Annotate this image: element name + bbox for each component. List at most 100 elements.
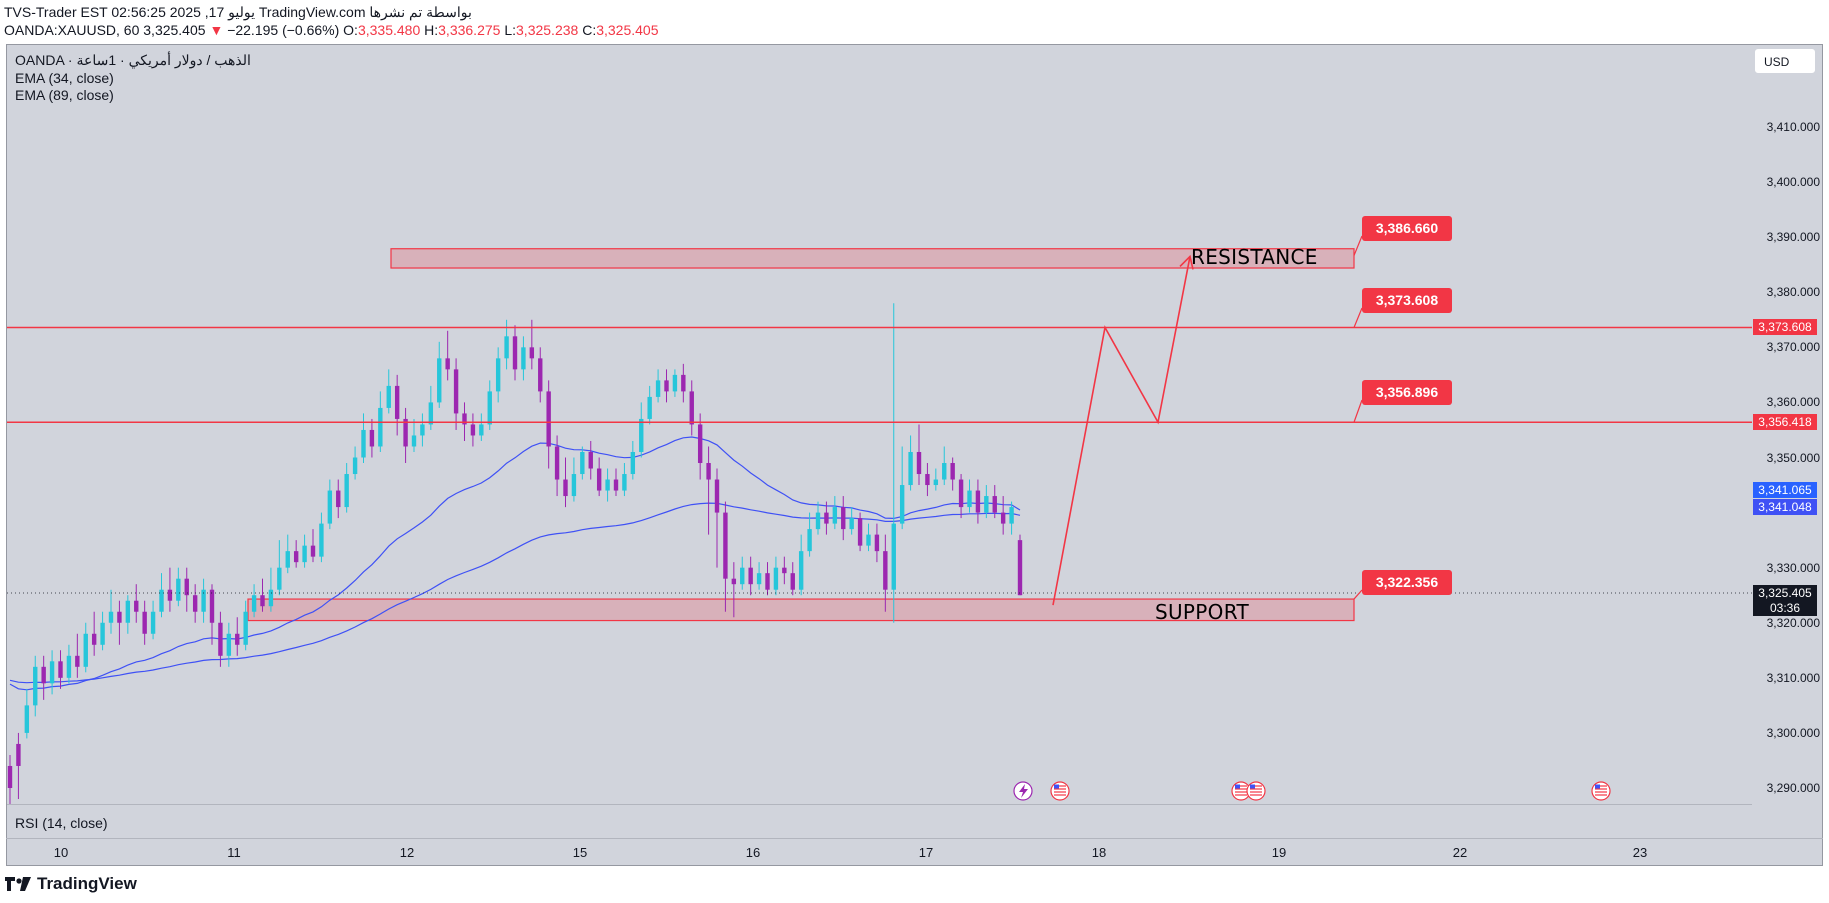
candle (302, 534, 307, 568)
open-label: O: (343, 22, 358, 38)
candle-body (319, 523, 324, 557)
candle-body (41, 666, 46, 684)
price-change: −22.195 (−0.66%) (227, 22, 340, 38)
down-arrow-icon: ▼ (209, 22, 224, 38)
callout-leader (1353, 399, 1363, 423)
candle-body (756, 573, 762, 585)
flag-canton (1054, 784, 1059, 789)
resistance-line-callout[interactable]: 3,373.608 (1362, 288, 1452, 313)
candle (874, 523, 880, 563)
event-circle (1050, 781, 1070, 801)
candle-body (142, 611, 147, 634)
candle-body (521, 347, 526, 370)
candle (209, 584, 215, 645)
projection-path[interactable] (1052, 256, 1191, 606)
candle (992, 485, 997, 519)
rsi-pane[interactable] (7, 804, 1752, 838)
ema-34-line[interactable] (9, 436, 1021, 691)
event-circle (1591, 781, 1611, 801)
currency-button[interactable]: USD (1754, 48, 1816, 74)
candle (218, 611, 223, 667)
chart-pane[interactable] (6, 44, 1823, 866)
candle-body (538, 358, 543, 392)
candle (681, 363, 686, 403)
candle (740, 556, 745, 590)
candle (100, 611, 105, 651)
candle (613, 468, 619, 497)
candle-body (899, 485, 905, 524)
flag-canton (1250, 784, 1255, 789)
candle (857, 512, 863, 552)
candle (361, 413, 366, 464)
candle-body (361, 429, 366, 458)
resistance-zone[interactable] (390, 248, 1355, 269)
candle (790, 562, 795, 596)
support-label[interactable]: SUPPORT (1155, 600, 1249, 624)
time-axis-divider (6, 838, 1823, 839)
candle-body (150, 611, 156, 634)
candle-body (798, 551, 804, 590)
candle (277, 540, 282, 596)
candle (639, 402, 644, 458)
mid-line-callout[interactable]: 3,356.896 (1362, 380, 1452, 405)
candle (571, 457, 577, 502)
candle (899, 446, 905, 530)
candle (1000, 496, 1006, 535)
date-tick: 11 (227, 845, 241, 860)
candle-body (243, 611, 248, 645)
candle (420, 413, 425, 447)
price-tick: 3,300.000 (1766, 725, 1820, 740)
candle (815, 501, 821, 535)
tradingview-logo[interactable]: TradingView (5, 874, 137, 894)
candle-body (782, 567, 787, 574)
candle-body (664, 380, 669, 392)
candle (16, 732, 21, 800)
candle-body (285, 551, 290, 568)
candle (150, 600, 156, 640)
close-value: 3,325.405 (596, 22, 659, 38)
price-tick: 3,350.000 (1766, 450, 1820, 465)
rsi-legend[interactable]: RSI (14, close) (15, 815, 108, 831)
candle-body (134, 600, 139, 612)
candle-body (437, 358, 442, 403)
resistance-top-callout[interactable]: 3,386.660 (1362, 216, 1452, 241)
candle (933, 468, 939, 491)
candle-body (807, 529, 812, 552)
date-tick: 15 (572, 845, 588, 860)
symbol-legend[interactable]: OANDA · الذهب / دولار أمريكي · 1ساعة (15, 52, 251, 68)
support-callout[interactable]: 3,322.356 (1362, 570, 1452, 595)
candle-body (327, 490, 333, 524)
ema-89-legend[interactable]: EMA (89, close) (15, 87, 114, 103)
candle (1017, 534, 1023, 596)
candle (445, 330, 450, 381)
candle-body (495, 358, 501, 392)
price-tick: 3,390.000 (1766, 230, 1820, 245)
candle (167, 567, 173, 612)
support-zone[interactable] (247, 598, 1355, 622)
candle (958, 474, 964, 519)
candle (403, 407, 408, 464)
date-tick: 19 (1271, 845, 1287, 860)
flag-canton (1235, 784, 1240, 789)
date-tick: 22 (1452, 845, 1468, 860)
candle (495, 347, 501, 403)
candle (251, 584, 257, 618)
resistance-label[interactable]: RESISTANCE (1191, 245, 1318, 269)
candle-body (352, 457, 358, 475)
candle (664, 369, 669, 403)
candle-body (580, 451, 585, 475)
price-tick: 3,330.000 (1766, 560, 1820, 575)
candle (521, 336, 526, 381)
date-tick: 17 (918, 845, 934, 860)
candle-body (117, 611, 122, 623)
candle-body (167, 589, 173, 601)
callout-leader (1353, 589, 1363, 600)
ema-34-legend[interactable]: EMA (34, close) (15, 70, 114, 86)
candle (344, 463, 349, 513)
candle (975, 479, 981, 524)
candle (7, 754, 13, 811)
open-value: 3,335.480 (357, 22, 421, 38)
candle-body (58, 661, 63, 678)
candle (293, 540, 299, 568)
